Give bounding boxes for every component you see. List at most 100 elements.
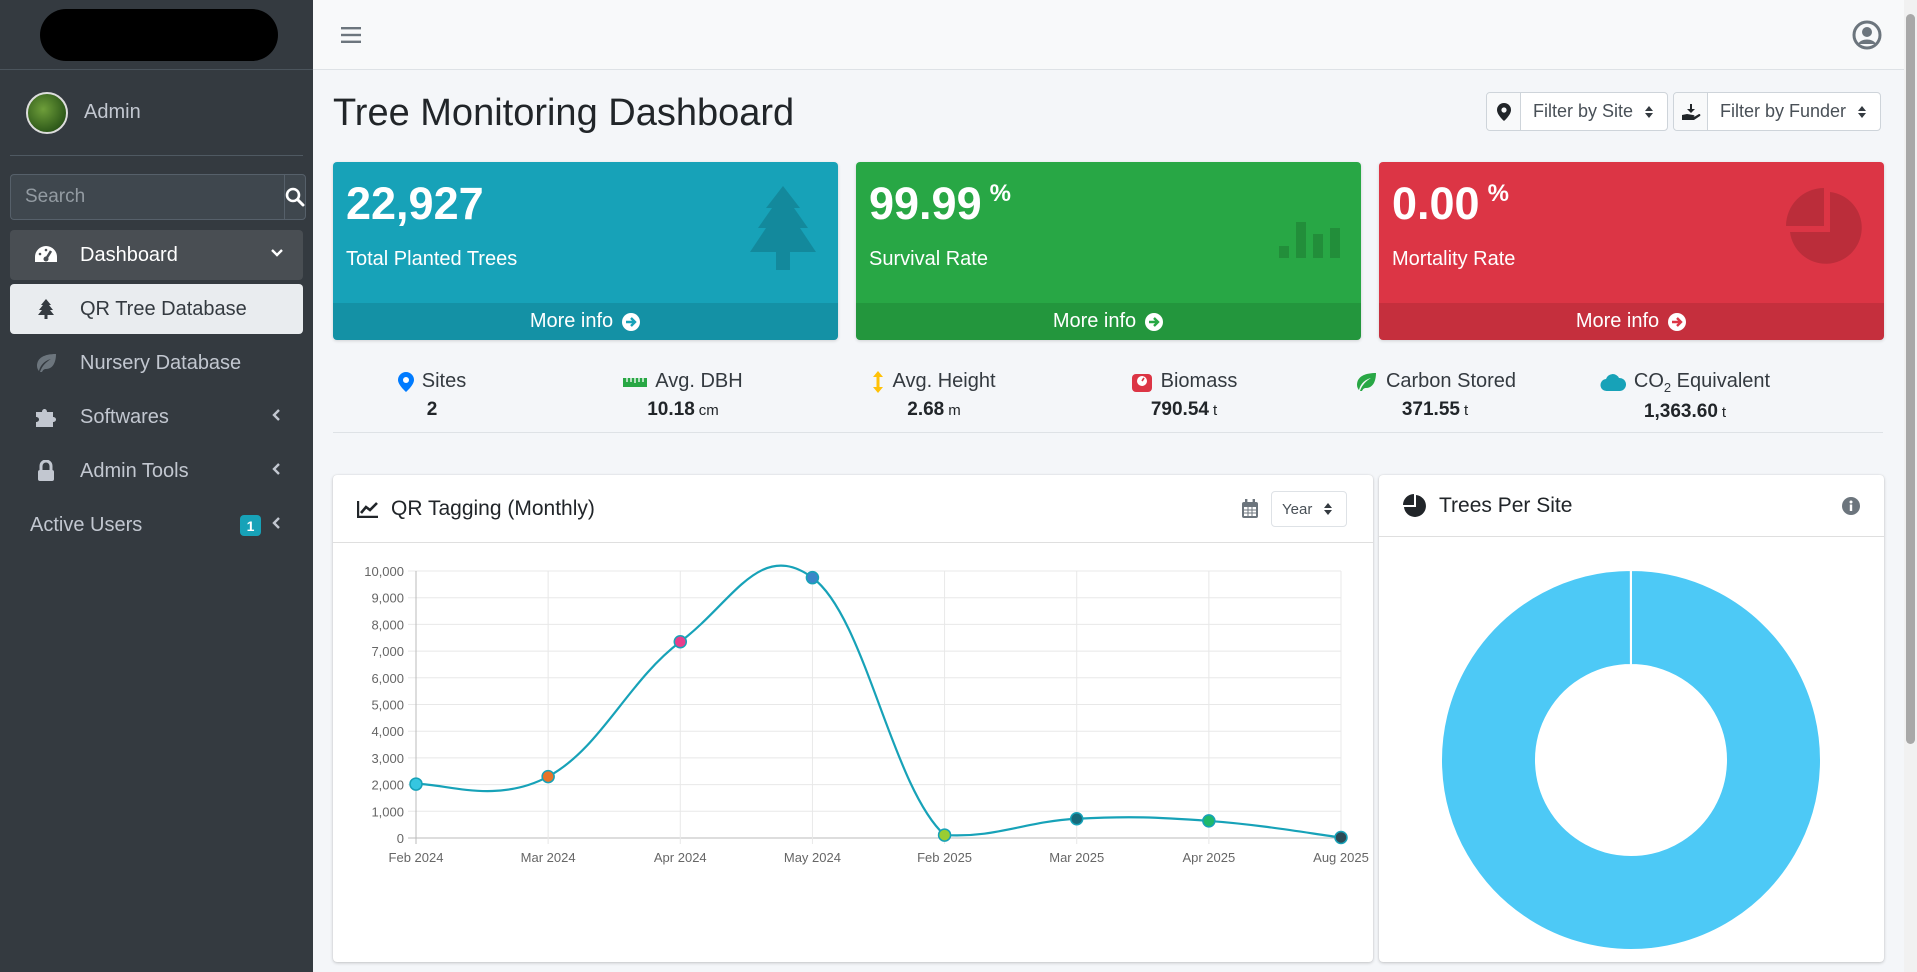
- data-point: [1069, 812, 1084, 826]
- filter-by-funder[interactable]: Filter by Funder: [1673, 92, 1882, 131]
- card-header: QR Tagging (Monthly) Year: [333, 475, 1373, 543]
- y-tick-label: 0: [397, 831, 404, 846]
- pie-chart-icon: [1403, 493, 1426, 517]
- sidebar-item-label: Admin Tools: [80, 459, 189, 482]
- sidebar-nav: Dashboard QR Tree Database Nursery Datab…: [0, 230, 313, 550]
- data-point: [673, 635, 688, 649]
- leaf-icon: [37, 354, 56, 372]
- chevron-left-icon: [272, 517, 280, 529]
- ruler-icon: [623, 377, 648, 387]
- box-value: 22,927: [346, 178, 484, 229]
- sidebar-item-admin-tools[interactable]: Admin Tools: [10, 446, 303, 496]
- y-tick-label: 3,000: [371, 751, 404, 766]
- sidebar-item-label: Dashboard: [80, 243, 178, 266]
- sidebar: Admin Dashboard QR Tree Database Nursery…: [0, 0, 313, 972]
- search-icon: [285, 187, 305, 207]
- stat-avg-dbh: Avg. DBH 10.18 cm: [563, 370, 803, 421]
- sidebar-search: [10, 174, 306, 220]
- card-header: Trees Per Site: [1379, 475, 1884, 537]
- hamburger-menu-icon[interactable]: [341, 26, 361, 44]
- sidebar-item-active-users[interactable]: Active Users 1: [10, 500, 303, 550]
- map-marker-icon: [1496, 102, 1511, 121]
- x-tick-label: Mar 2025: [1049, 850, 1104, 865]
- box-value: 0.00%: [1392, 178, 1509, 229]
- info-circle-icon[interactable]: [1842, 497, 1860, 515]
- x-tick-label: Apr 2024: [654, 850, 707, 865]
- scale-icon: [1131, 373, 1152, 392]
- stat-avg-height: Avg. Height 2.68 m: [814, 370, 1054, 421]
- y-tick-label: 2,000: [371, 778, 404, 793]
- qr-tagging-line-chart: 0 1,000 2,000 3,000 4,000 5,000 6,000 7,000 8,00…: [364, 564, 1369, 865]
- active-users-badge: 1: [240, 515, 261, 536]
- scrollbar[interactable]: [1904, 0, 1917, 972]
- summary-stats: Sites 2 Avg. DBH 10.18 cm Avg. Height 2.6…: [333, 358, 1883, 433]
- search-button[interactable]: [284, 174, 306, 220]
- x-tick-label: May 2024: [784, 850, 841, 865]
- box-value: 99.99%: [869, 178, 1011, 229]
- more-info-link[interactable]: More info: [856, 303, 1361, 340]
- line-chart-icon: [357, 500, 378, 518]
- survival-rate-box: 99.99% Survival Rate More info: [856, 162, 1361, 340]
- box-label: Survival Rate: [869, 248, 988, 270]
- stat-co2-equivalent: CO2 Equivalent 1,363.60 t: [1565, 370, 1805, 423]
- card-title: Trees Per Site: [1439, 493, 1573, 517]
- arrow-circle-right-icon: [622, 312, 641, 331]
- sidebar-item-qr-tree-database[interactable]: QR Tree Database: [10, 284, 303, 334]
- more-info-link[interactable]: More info: [333, 303, 838, 340]
- user-name[interactable]: Admin: [84, 101, 141, 123]
- donut-slice[interactable]: [1439, 568, 1822, 951]
- sidebar-item-nursery-database[interactable]: Nursery Database: [10, 338, 303, 388]
- data-point: [1202, 814, 1216, 828]
- x-tick-label: Apr 2025: [1182, 850, 1235, 865]
- arrow-circle-right-icon: [1145, 312, 1164, 331]
- y-tick-label: 5,000: [371, 698, 404, 713]
- hand-holding-icon: [1681, 103, 1700, 120]
- series-line: [415, 564, 1342, 839]
- sidebar-item-label: Active Users: [30, 513, 143, 536]
- box-label: Total Planted Trees: [346, 248, 518, 270]
- y-tick-label: 8,000: [371, 617, 404, 632]
- stat-carbon-stored: Carbon Stored 371.55 t: [1315, 370, 1555, 421]
- arrow-circle-right-icon: [1668, 312, 1687, 331]
- sidebar-item-label: QR Tree Database: [80, 297, 247, 320]
- user-panel[interactable]: Admin: [10, 70, 303, 156]
- sidebar-item-label: Softwares: [80, 405, 169, 428]
- sort-icon: [1324, 503, 1333, 515]
- height-arrows-icon: [873, 370, 884, 393]
- sidebar-item-dashboard[interactable]: Dashboard: [10, 230, 303, 280]
- y-tick-label: 1,000: [371, 804, 404, 819]
- y-tick-label: 10,000: [364, 564, 404, 579]
- filter-funder-label: Filter by Funder: [1720, 101, 1847, 121]
- sidebar-item-softwares[interactable]: Softwares: [10, 392, 303, 442]
- lock-icon: [38, 460, 54, 481]
- brand-logo[interactable]: [0, 0, 313, 70]
- avatar[interactable]: [26, 91, 68, 134]
- gauge-icon: [35, 246, 57, 262]
- x-tick-label: Feb 2025: [917, 850, 972, 865]
- stat-biomass: Biomass 790.54 t: [1064, 370, 1304, 421]
- calendar-icon: [1242, 499, 1258, 518]
- leaf-icon: [1356, 372, 1376, 391]
- x-tick-label: Feb 2024: [389, 850, 444, 865]
- data-point: [805, 570, 820, 585]
- x-tick-label: Aug 2025: [1313, 850, 1369, 865]
- puzzle-icon: [36, 409, 56, 427]
- search-input[interactable]: [10, 174, 284, 220]
- year-dropdown[interactable]: Year: [1271, 491, 1347, 527]
- more-info-link[interactable]: More info: [1379, 303, 1884, 340]
- trees-per-site-card: Trees Per Site: [1379, 475, 1884, 962]
- chevron-left-icon: [272, 463, 280, 475]
- filter-site-label: Filter by Site: [1533, 101, 1634, 121]
- total-planted-trees-box: 22,927 Total Planted Trees More info: [333, 162, 838, 340]
- y-tick-label: 7,000: [371, 644, 404, 659]
- data-point: [1334, 830, 1348, 845]
- scrollbar-thumb[interactable]: [1906, 14, 1915, 744]
- cloud-icon: [1600, 373, 1626, 391]
- x-tick-label: Mar 2024: [521, 850, 576, 865]
- user-circle-icon[interactable]: [1852, 20, 1882, 50]
- filter-by-site[interactable]: Filter by Site: [1486, 92, 1669, 131]
- chevron-down-icon: [271, 249, 283, 257]
- stat-sites: Sites 2: [312, 370, 552, 421]
- sort-icon: [1645, 105, 1654, 118]
- pie-chart-icon: [1786, 188, 1862, 264]
